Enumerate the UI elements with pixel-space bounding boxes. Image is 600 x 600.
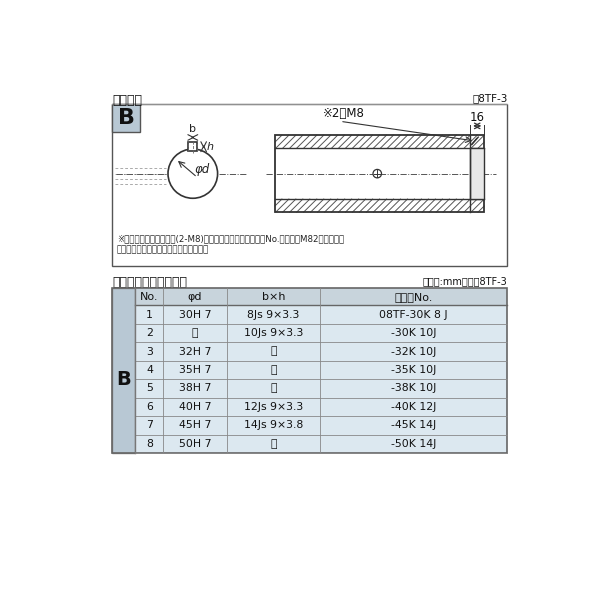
Text: -35K 10J: -35K 10J bbox=[391, 365, 436, 375]
Text: φd: φd bbox=[194, 163, 209, 176]
Text: （セットボルトは付属されています。）: （セットボルトは付属されています。） bbox=[117, 245, 209, 254]
Bar bbox=[275, 135, 484, 212]
Text: 〃: 〃 bbox=[192, 328, 199, 338]
Text: 軸穴形状コード一覧表: 軸穴形状コード一覧表 bbox=[112, 276, 187, 289]
Text: 軸穴形状: 軸穴形状 bbox=[112, 94, 142, 107]
Text: 38H 7: 38H 7 bbox=[179, 383, 211, 394]
Text: -40K 12J: -40K 12J bbox=[391, 402, 436, 412]
Bar bbox=[112, 289, 508, 453]
Text: 図8TF-3: 図8TF-3 bbox=[472, 94, 508, 104]
Text: 2: 2 bbox=[146, 328, 153, 338]
Text: No.: No. bbox=[140, 292, 158, 302]
Text: φd: φd bbox=[188, 292, 202, 302]
Text: b×h: b×h bbox=[262, 292, 285, 302]
Text: 16: 16 bbox=[470, 110, 485, 124]
Text: -45K 14J: -45K 14J bbox=[391, 421, 436, 430]
Text: 〃: 〃 bbox=[270, 347, 277, 356]
Text: 45H 7: 45H 7 bbox=[179, 421, 211, 430]
Text: h: h bbox=[207, 142, 214, 152]
Bar bbox=[136, 434, 508, 453]
Text: 4: 4 bbox=[146, 365, 153, 375]
Circle shape bbox=[168, 149, 218, 198]
Text: コードNo.: コードNo. bbox=[394, 292, 433, 302]
Bar bbox=[188, 142, 197, 151]
Text: 7: 7 bbox=[146, 421, 153, 430]
Text: 8: 8 bbox=[146, 439, 153, 449]
Text: 6: 6 bbox=[146, 402, 153, 412]
Text: 〃: 〃 bbox=[270, 365, 277, 375]
Text: B: B bbox=[116, 370, 131, 389]
Text: -30K 10J: -30K 10J bbox=[391, 328, 436, 338]
Text: 50H 7: 50H 7 bbox=[179, 439, 211, 449]
Text: B: B bbox=[118, 108, 134, 128]
Text: 5: 5 bbox=[146, 383, 153, 394]
Bar bbox=[470, 148, 484, 199]
Text: b: b bbox=[190, 124, 196, 134]
Text: -32K 10J: -32K 10J bbox=[391, 347, 436, 356]
Bar bbox=[136, 398, 508, 416]
Bar bbox=[112, 104, 140, 132]
Bar bbox=[136, 416, 508, 434]
Text: 3: 3 bbox=[146, 347, 153, 356]
Circle shape bbox=[373, 169, 382, 178]
Text: 〃: 〃 bbox=[270, 383, 277, 394]
Text: 1: 1 bbox=[146, 310, 153, 320]
Bar bbox=[112, 289, 136, 453]
Text: 8Js 9×3.3: 8Js 9×3.3 bbox=[247, 310, 299, 320]
Bar bbox=[136, 342, 508, 361]
Text: ※2－M8: ※2－M8 bbox=[323, 107, 365, 120]
Bar bbox=[136, 379, 508, 398]
Text: 32H 7: 32H 7 bbox=[179, 347, 211, 356]
Bar bbox=[136, 289, 508, 305]
Text: （単位:mm）　表8TF-3: （単位:mm） 表8TF-3 bbox=[422, 276, 508, 286]
Bar bbox=[112, 104, 508, 266]
Text: -50K 14J: -50K 14J bbox=[391, 439, 436, 449]
Bar bbox=[136, 361, 508, 379]
Text: 14Js 9×3.8: 14Js 9×3.8 bbox=[244, 421, 303, 430]
Text: 〃: 〃 bbox=[270, 439, 277, 449]
Bar bbox=[136, 305, 508, 324]
Bar bbox=[275, 135, 484, 212]
Text: 08TF-30K 8 J: 08TF-30K 8 J bbox=[379, 310, 448, 320]
Text: -38K 10J: -38K 10J bbox=[391, 383, 436, 394]
Text: 10Js 9×3.3: 10Js 9×3.3 bbox=[244, 328, 303, 338]
Text: 30H 7: 30H 7 bbox=[179, 310, 211, 320]
Bar bbox=[136, 324, 508, 342]
Text: 40H 7: 40H 7 bbox=[179, 402, 211, 412]
Text: 12Js 9×3.3: 12Js 9×3.3 bbox=[244, 402, 303, 412]
Text: 35H 7: 35H 7 bbox=[179, 365, 211, 375]
Text: ※セットボルト用タップ(2-M8)が必要な場合は右記コードNo.の末尾にM82を付ける。: ※セットボルト用タップ(2-M8)が必要な場合は右記コードNo.の末尾にM82を… bbox=[117, 234, 344, 243]
